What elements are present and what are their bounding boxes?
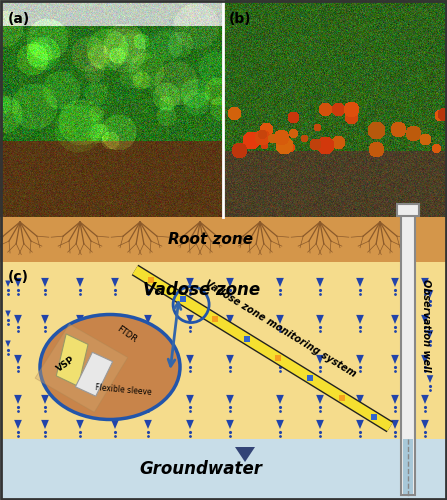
Polygon shape: [391, 355, 399, 364]
Polygon shape: [14, 355, 22, 364]
Polygon shape: [316, 395, 324, 404]
Polygon shape: [111, 420, 119, 429]
Polygon shape: [186, 355, 194, 364]
Polygon shape: [41, 420, 49, 429]
Ellipse shape: [40, 314, 180, 420]
Polygon shape: [356, 420, 364, 429]
Polygon shape: [76, 420, 84, 429]
Text: Vadose zone: Vadose zone: [143, 281, 260, 299]
Text: (b): (b): [229, 12, 252, 26]
Polygon shape: [41, 355, 49, 364]
Polygon shape: [14, 315, 22, 324]
Polygon shape: [276, 278, 284, 287]
Polygon shape: [391, 395, 399, 404]
Polygon shape: [144, 278, 152, 287]
Polygon shape: [316, 420, 324, 429]
Polygon shape: [14, 278, 22, 287]
Polygon shape: [276, 395, 284, 404]
Polygon shape: [391, 315, 399, 324]
Text: (c): (c): [8, 270, 29, 284]
Polygon shape: [316, 278, 324, 287]
Polygon shape: [35, 324, 128, 412]
Polygon shape: [421, 395, 429, 404]
Polygon shape: [276, 420, 284, 429]
Polygon shape: [41, 395, 49, 404]
Polygon shape: [226, 355, 234, 364]
Text: VSP: VSP: [55, 355, 76, 374]
Polygon shape: [186, 315, 194, 324]
Polygon shape: [5, 340, 11, 347]
Text: Vadose zone monitoring system: Vadose zone monitoring system: [203, 279, 358, 380]
Polygon shape: [421, 315, 429, 324]
Polygon shape: [427, 330, 433, 338]
Polygon shape: [427, 290, 433, 298]
Polygon shape: [111, 315, 119, 324]
Polygon shape: [111, 278, 119, 287]
Text: Observation well: Observation well: [421, 279, 431, 372]
Polygon shape: [76, 278, 84, 287]
Polygon shape: [427, 375, 433, 383]
Polygon shape: [76, 315, 84, 324]
Polygon shape: [76, 395, 84, 404]
Polygon shape: [316, 355, 324, 364]
Polygon shape: [316, 315, 324, 324]
Polygon shape: [111, 395, 119, 404]
Polygon shape: [421, 355, 429, 364]
Polygon shape: [356, 278, 364, 287]
Polygon shape: [421, 420, 429, 429]
Polygon shape: [421, 278, 429, 287]
Polygon shape: [276, 315, 284, 324]
Bar: [401, 212, 415, 495]
Polygon shape: [144, 420, 152, 429]
Polygon shape: [226, 278, 234, 287]
Polygon shape: [56, 334, 88, 386]
Polygon shape: [186, 420, 194, 429]
Polygon shape: [276, 355, 284, 364]
Polygon shape: [76, 355, 84, 364]
Polygon shape: [41, 278, 49, 287]
Polygon shape: [14, 395, 22, 404]
Polygon shape: [226, 420, 234, 429]
Polygon shape: [356, 315, 364, 324]
Polygon shape: [144, 395, 152, 404]
Text: Root zone: Root zone: [168, 232, 253, 247]
Bar: [0, 439, 447, 499]
Polygon shape: [144, 355, 152, 364]
Polygon shape: [391, 278, 399, 287]
Polygon shape: [356, 395, 364, 404]
Polygon shape: [41, 315, 49, 324]
Polygon shape: [391, 420, 399, 429]
Text: FTDR: FTDR: [115, 324, 138, 344]
Bar: [0, 217, 447, 262]
Polygon shape: [186, 278, 194, 287]
Polygon shape: [76, 352, 113, 396]
Polygon shape: [111, 355, 119, 364]
Text: Groundwater: Groundwater: [139, 460, 263, 478]
Text: (a): (a): [8, 12, 30, 26]
Polygon shape: [5, 280, 11, 287]
Polygon shape: [5, 310, 11, 317]
Bar: [0, 262, 447, 439]
Polygon shape: [226, 395, 234, 404]
Bar: [403, 439, 413, 494]
Polygon shape: [226, 315, 234, 324]
Polygon shape: [14, 420, 22, 429]
Text: Flexible sleeve: Flexible sleeve: [95, 383, 152, 397]
Polygon shape: [356, 355, 364, 364]
Polygon shape: [186, 395, 194, 404]
Polygon shape: [235, 447, 255, 462]
Polygon shape: [144, 315, 152, 324]
Bar: [397, 204, 419, 216]
